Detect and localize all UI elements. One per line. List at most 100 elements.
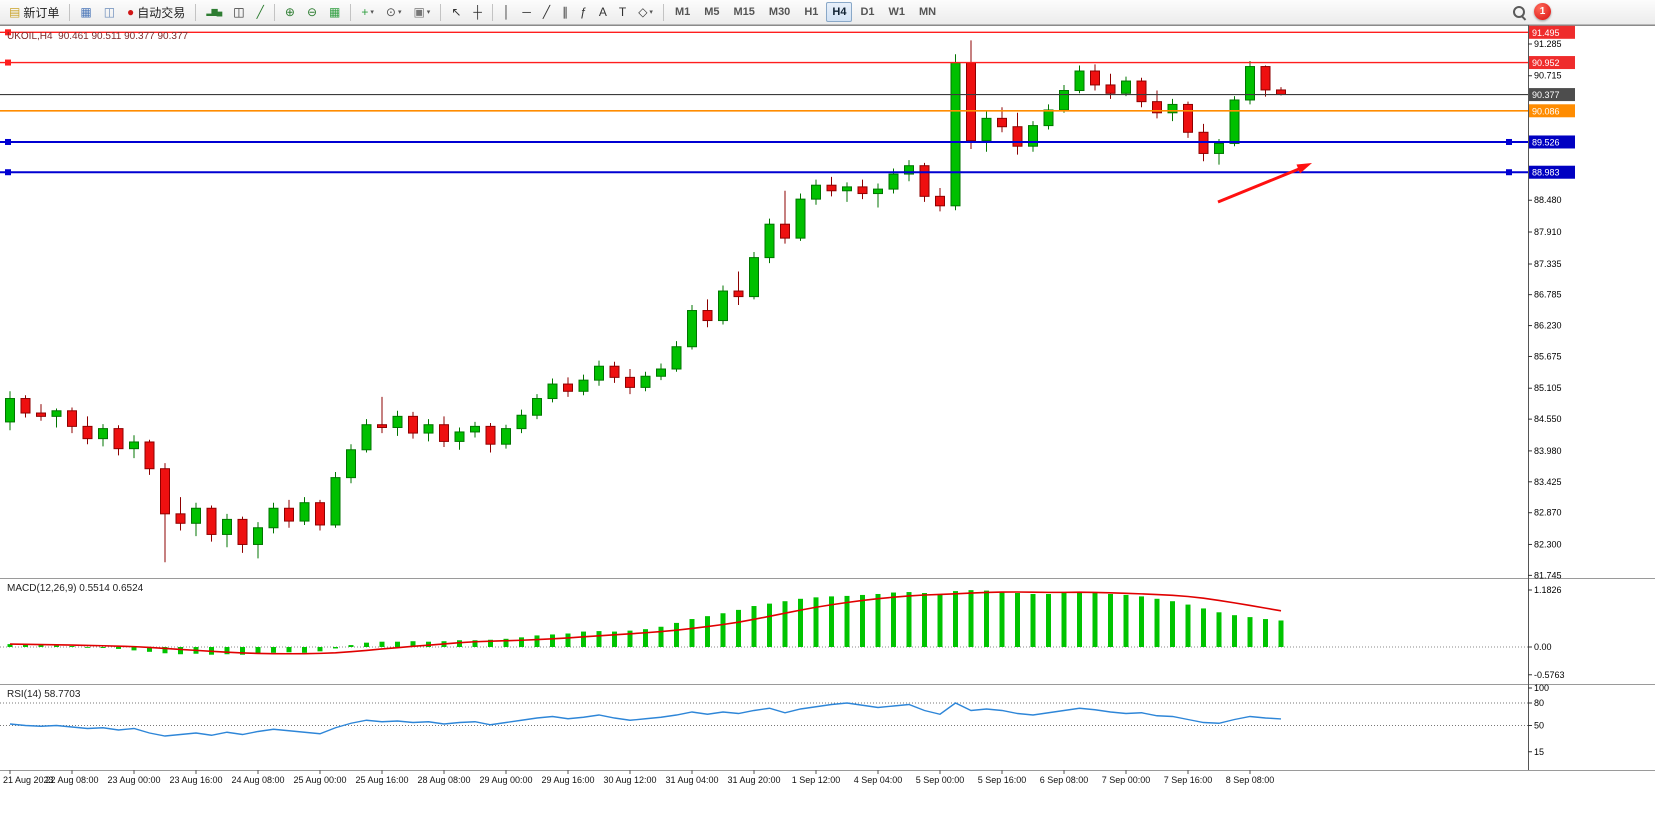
trendline-button[interactable]: ╱ bbox=[538, 1, 555, 23]
svg-text:1 Sep 12:00: 1 Sep 12:00 bbox=[792, 775, 841, 785]
label-button[interactable]: T bbox=[614, 1, 631, 23]
line-chart-mode-icon: ╱ bbox=[256, 5, 264, 19]
text-button[interactable]: A bbox=[594, 1, 612, 23]
macd-signal-line bbox=[9, 591, 1282, 655]
cursor-icon: ↖ bbox=[451, 5, 462, 19]
chart-title: UKOIL,H4 90.461 90.511 90.377 90.377 bbox=[7, 31, 189, 42]
svg-text:87.910: 87.910 bbox=[1534, 227, 1562, 237]
shapes-button[interactable]: ◇ ▾ bbox=[633, 1, 658, 23]
charts-window-button[interactable]: ▦ bbox=[75, 1, 96, 23]
svg-text:1.1826: 1.1826 bbox=[1534, 585, 1562, 595]
svg-text:91.495: 91.495 bbox=[1532, 28, 1560, 38]
svg-text:90.086: 90.086 bbox=[1532, 106, 1560, 116]
svg-text:29 Aug 16:00: 29 Aug 16:00 bbox=[541, 775, 594, 785]
toolbar-separator bbox=[195, 3, 197, 21]
bar-chart-mode-button[interactable]: ▂▆▄ bbox=[201, 1, 226, 23]
macd-indicator-label: MACD(12,26,9) 0.5514 0.6524 bbox=[7, 583, 144, 594]
line-handle[interactable] bbox=[1506, 138, 1512, 145]
chevron-down-icon: ▾ bbox=[397, 9, 402, 16]
svg-text:83.980: 83.980 bbox=[1534, 446, 1562, 456]
svg-text:23 Aug 16:00: 23 Aug 16:00 bbox=[169, 775, 222, 785]
chevron-down-icon: ▾ bbox=[370, 9, 374, 16]
channel-button[interactable]: ∥ bbox=[557, 1, 573, 23]
price-hline-89.526[interactable] bbox=[0, 138, 1528, 145]
svg-text:28 Aug 08:00: 28 Aug 08:00 bbox=[417, 775, 470, 785]
timeframe-button-h1[interactable]: H1 bbox=[804, 6, 819, 18]
line-handle[interactable] bbox=[1506, 169, 1512, 176]
price-hline-91.495[interactable] bbox=[0, 29, 1528, 36]
price-hline-88.983[interactable] bbox=[0, 169, 1528, 176]
price-badge-91.495: 91.495 bbox=[1529, 25, 1575, 39]
price-badge-88.983: 88.983 bbox=[1529, 165, 1575, 179]
svg-text:87.335: 87.335 bbox=[1534, 259, 1562, 269]
price-badge-89.526: 89.526 bbox=[1529, 135, 1575, 149]
timeframe-button-h4[interactable]: H4 bbox=[826, 2, 853, 22]
timeframe-button-m15[interactable]: M15 bbox=[733, 6, 755, 18]
timeframe-button-m30[interactable]: M30 bbox=[768, 6, 791, 18]
trend-arrow-annotation[interactable] bbox=[1217, 163, 1312, 204]
line-handle[interactable] bbox=[5, 59, 11, 66]
svg-text:0.00: 0.00 bbox=[1534, 642, 1552, 652]
chevron-down-icon: ▾ bbox=[649, 9, 653, 16]
chart-window[interactable]: 91.285 90.715 88.480 87.910 87.335 86.785 86.2… bbox=[0, 25, 1655, 790]
horizontal-line-icon: ─ bbox=[522, 5, 531, 19]
price-hline-90.952[interactable] bbox=[0, 59, 1528, 66]
notification-badge[interactable]: 1 bbox=[1534, 3, 1551, 20]
horizontal-lines-layer[interactable] bbox=[0, 29, 1528, 176]
toolbar-separator bbox=[69, 3, 71, 21]
timeframe-button-mn[interactable]: MN bbox=[919, 6, 937, 18]
svg-text:86.230: 86.230 bbox=[1534, 321, 1562, 331]
cursor-button[interactable]: ↖ bbox=[446, 1, 466, 23]
charts-window-icon: ▦ bbox=[80, 5, 92, 19]
zoom-in-button[interactable]: ⊕ bbox=[280, 1, 300, 23]
text-icon: A bbox=[598, 5, 607, 19]
new-order-button-label: 新订单 bbox=[23, 5, 60, 20]
candlestick-chart[interactable]: 91.285 90.715 88.480 87.910 87.335 86.785 86.2… bbox=[0, 25, 1655, 790]
svg-text:5 Sep 00:00: 5 Sep 00:00 bbox=[916, 775, 965, 785]
toolbar-separator bbox=[350, 3, 352, 21]
new-order-button[interactable]: ▤ 新订单 bbox=[4, 1, 64, 23]
search-icon[interactable] bbox=[1512, 5, 1527, 20]
svg-text:83.425: 83.425 bbox=[1534, 477, 1562, 487]
line-handle[interactable] bbox=[5, 29, 11, 36]
zoom-in-icon: ⊕ bbox=[284, 5, 295, 19]
toolbar-items: ▤ 新订单 ▦ ◫ ● 自动交易 ▂▆▄ ◫ ╱ ⊕ ⊖ ▦ + ▾ ⊙ ▾ ▣ ▾ ↖ ┼ │ ─ ╱ ∥ ƒ A T ◇ ▾ M1 M5… bbox=[3, 0, 943, 24]
shapes-icon: ◇ bbox=[638, 5, 648, 19]
svg-text:25 Aug 00:00: 25 Aug 00:00 bbox=[293, 775, 346, 785]
grid-button[interactable]: ▦ bbox=[324, 1, 345, 23]
rsi-line bbox=[9, 702, 1282, 737]
timeframe-button-d1[interactable]: D1 bbox=[860, 6, 875, 18]
periods-button[interactable]: ⊙ ▾ bbox=[381, 1, 407, 23]
line-handle[interactable] bbox=[5, 169, 11, 176]
svg-text:6 Sep 08:00: 6 Sep 08:00 bbox=[1040, 775, 1089, 785]
price-badge-90.952: 90.952 bbox=[1529, 56, 1575, 70]
timeframe-button-m5[interactable]: M5 bbox=[704, 6, 720, 18]
svg-text:90.952: 90.952 bbox=[1532, 58, 1560, 68]
rsi-indicator-label: RSI(14) 58.7703 bbox=[7, 689, 81, 700]
svg-text:24 Aug 08:00: 24 Aug 08:00 bbox=[231, 775, 284, 785]
templates-icon: ▣ bbox=[413, 5, 425, 19]
svg-text:82.870: 82.870 bbox=[1534, 508, 1562, 518]
svg-text:86.785: 86.785 bbox=[1534, 290, 1562, 300]
indicators-button[interactable]: + ▾ bbox=[356, 1, 379, 23]
line-handle[interactable] bbox=[5, 138, 11, 145]
timeframe-button-w1[interactable]: W1 bbox=[888, 6, 906, 18]
templates-button[interactable]: ▣ ▾ bbox=[408, 1, 435, 23]
label-icon: T bbox=[618, 5, 627, 19]
auto-trading-button[interactable]: ● 自动交易 bbox=[122, 1, 190, 23]
timeframe-button-m1[interactable]: M1 bbox=[674, 6, 691, 18]
vertical-line-button[interactable]: │ bbox=[498, 1, 516, 23]
toolbar-separator bbox=[273, 3, 275, 21]
profiles-button[interactable]: ◫ bbox=[99, 1, 120, 23]
vertical-line-icon: │ bbox=[502, 5, 511, 19]
grid-icon: ▦ bbox=[329, 5, 341, 19]
crosshair-button[interactable]: ┼ bbox=[468, 1, 487, 23]
svg-text:29 Aug 00:00: 29 Aug 00:00 bbox=[479, 775, 532, 785]
svg-text:88.983: 88.983 bbox=[1532, 168, 1560, 178]
zoom-out-button[interactable]: ⊖ bbox=[302, 1, 322, 23]
candlestick-mode-button[interactable]: ◫ bbox=[228, 1, 249, 23]
line-chart-mode-button[interactable]: ╱ bbox=[252, 1, 269, 23]
horizontal-line-button[interactable]: ─ bbox=[517, 1, 536, 23]
fibonacci-button[interactable]: ƒ bbox=[575, 1, 592, 23]
